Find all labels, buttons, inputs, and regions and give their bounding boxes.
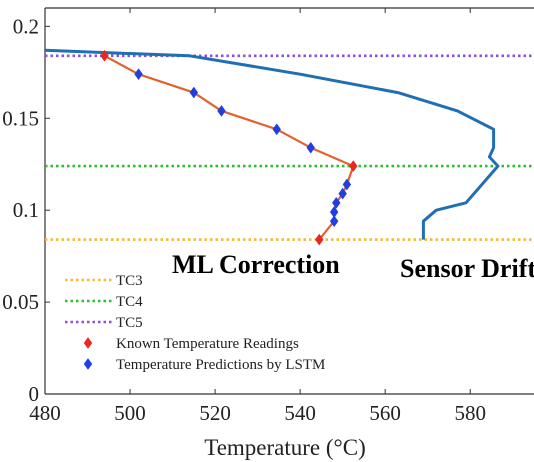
- y-tick-label: 0.2: [13, 14, 39, 38]
- lstm-prediction-marker: [338, 187, 347, 200]
- x-axis-label: Temperature (°C): [204, 435, 365, 460]
- annotation-ml-correction: ML Correction: [172, 250, 340, 279]
- lstm-prediction-marker: [332, 196, 341, 209]
- known-reading-marker: [314, 233, 324, 246]
- ml-correction-line: [103, 54, 355, 241]
- sensor-drift-line: [44, 48, 500, 240]
- known-reading-marker: [100, 49, 109, 62]
- x-tick-label: 500: [114, 401, 146, 425]
- legend-marker-lstm-predictions: [83, 358, 93, 370]
- y-tick-label: 0.1: [13, 198, 39, 222]
- annotation-sensor-drift: Sensor Drift: [400, 254, 534, 283]
- legend-label-known-readings: Known Temperature Readings: [116, 336, 299, 352]
- reference-lines: [45, 54, 534, 241]
- legend-label-lstm-predictions: Temperature Predictions by LSTM: [116, 357, 325, 373]
- lstm-prediction-marker: [329, 206, 339, 218]
- y-tick-label: 0.05: [2, 290, 39, 314]
- tick-labels: 480 500 520 540 560 580 0 0.05 0.1 0.15 0.2: [2, 14, 486, 425]
- data-markers: [100, 49, 358, 246]
- lstm-prediction-marker: [134, 68, 143, 81]
- x-tick-label: 520: [199, 401, 231, 425]
- y-tick-label: 0.15: [2, 106, 39, 130]
- legend: TC3 TC4 TC5 Known Temperature Readings Tempe…: [65, 273, 325, 373]
- legend-label-tc3: TC3: [116, 273, 143, 289]
- lstm-prediction-marker: [189, 86, 199, 99]
- x-tick-label: 480: [29, 401, 61, 425]
- axes: [44, 7, 534, 395]
- series-lines: [44, 48, 500, 241]
- known-reading-marker: [349, 160, 358, 173]
- y-tick-label: 0: [29, 382, 40, 406]
- lstm-prediction-marker: [329, 215, 339, 228]
- lstm-prediction-marker: [342, 178, 352, 191]
- legend-label-tc4: TC4: [116, 294, 143, 310]
- lstm-prediction-marker: [306, 141, 316, 154]
- legend-label-tc5: TC5: [116, 315, 143, 331]
- legend-marker-known-readings: [83, 337, 93, 349]
- x-tick-label: 580: [454, 401, 486, 425]
- x-tick-label: 560: [369, 401, 401, 425]
- lstm-prediction-marker: [272, 123, 282, 136]
- lstm-prediction-marker: [217, 105, 226, 117]
- x-tick-label: 540: [284, 401, 316, 425]
